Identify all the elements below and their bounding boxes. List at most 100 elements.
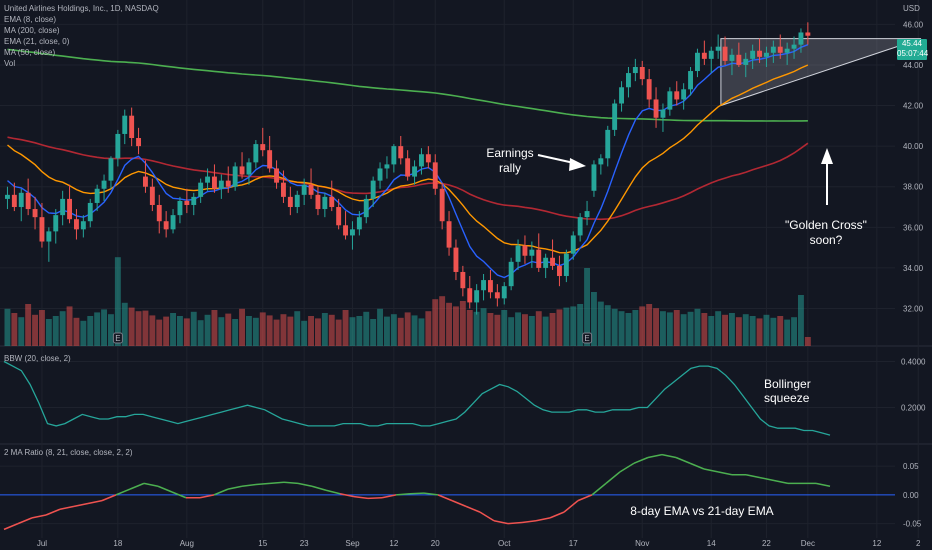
candle-body — [777, 46, 783, 53]
bbw-tick-label: 0.4000 — [901, 358, 926, 367]
price-tick-label: 38.00 — [903, 183, 924, 192]
volume-bar — [397, 317, 404, 346]
candle-body — [391, 146, 397, 165]
time-tick-label: Nov — [635, 539, 649, 548]
volume-bar — [101, 309, 107, 346]
ratio-segment — [703, 468, 719, 473]
candle-body — [239, 166, 245, 175]
candle-body — [232, 166, 238, 187]
volume-bar — [59, 311, 66, 346]
volume-bar — [246, 316, 252, 346]
volume-bar — [370, 319, 377, 346]
ema21-line — [7, 64, 809, 254]
ratio-segment — [199, 494, 215, 499]
legend-ema8[interactable]: EMA (8, close) — [4, 15, 57, 24]
volume-bar — [535, 311, 542, 346]
volume-bar — [197, 320, 204, 346]
ratio-segment — [591, 482, 607, 496]
legend-volume[interactable]: Vol — [4, 59, 16, 68]
candle-body — [729, 54, 735, 61]
candle-body — [32, 209, 38, 218]
ratio-segment — [87, 499, 103, 505]
candle-body — [412, 166, 417, 177]
candle-body — [432, 162, 438, 189]
candle-body — [94, 188, 100, 203]
volume-bar — [632, 310, 639, 346]
volume-bar — [390, 314, 397, 346]
ratio-pane-label[interactable]: 2 MA Ratio (8, 21, close, close, 2, 2) — [4, 448, 133, 457]
bbw-pane-label[interactable]: BBW (20, close, 2) — [4, 354, 71, 363]
ratio-segment — [493, 520, 509, 525]
ratio-segment — [3, 522, 19, 531]
ratio-segment — [507, 521, 523, 525]
volume-bar — [487, 313, 494, 346]
volume-bar — [563, 307, 570, 346]
ratio-segment — [773, 479, 789, 485]
ratio-segment — [269, 481, 285, 485]
candle-body — [274, 168, 279, 183]
volume-bar — [494, 314, 501, 346]
candle-body — [757, 50, 762, 57]
ratio-segment — [241, 483, 257, 487]
volume-bar — [570, 306, 577, 346]
candle-body — [377, 168, 383, 181]
price-tick-label: 44.00 — [903, 61, 924, 70]
volume-bar — [163, 316, 170, 346]
annotation-bollinger-line2: squeeze — [764, 391, 810, 405]
time-tick-label: 2 — [916, 539, 921, 548]
ratio-segment — [437, 494, 453, 502]
candle-body — [626, 73, 631, 88]
candle-body — [149, 186, 155, 205]
time-tick-label: Aug — [180, 539, 194, 548]
volume-bar — [280, 314, 287, 346]
candle-body — [798, 32, 804, 45]
ma-ratio-indicator — [0, 453, 895, 531]
bar-countdown: 05:07:44 — [897, 49, 929, 58]
candle-body — [632, 66, 638, 74]
volume-bar — [549, 313, 556, 346]
candle-body — [543, 257, 549, 268]
legend-ema21[interactable]: EMA (21, close, 0) — [4, 37, 70, 46]
candle-body — [67, 198, 72, 220]
price-tick-label: 32.00 — [903, 304, 924, 313]
last-price-badge: 45.44 05:07:44 — [897, 39, 929, 60]
bbw-indicator — [3, 360, 831, 436]
candle-body — [177, 200, 183, 216]
volume-bar — [646, 304, 653, 346]
volume-bar — [639, 306, 646, 346]
volume-bar — [39, 310, 45, 346]
volume-bar — [204, 314, 211, 346]
volume-bar — [4, 308, 11, 346]
volume-bar — [453, 306, 459, 346]
volume-bar — [522, 314, 528, 346]
triangle-shape — [720, 38, 922, 107]
candle-body — [39, 217, 45, 242]
volume-bar — [252, 317, 259, 346]
candle-body — [646, 79, 652, 100]
volume-bar — [446, 302, 452, 346]
legend-ma200[interactable]: MA (200, close) — [4, 26, 60, 35]
earnings-marker-label: E — [115, 334, 120, 343]
volume-bar — [501, 310, 508, 346]
candle-body — [667, 91, 673, 110]
volume-bar — [32, 314, 38, 346]
volume-bar — [335, 319, 342, 346]
candle-body — [591, 164, 597, 191]
candle-body — [460, 271, 466, 289]
ratio-segment — [367, 497, 383, 500]
volume-bar — [729, 313, 735, 346]
candle-body — [108, 158, 114, 181]
legend-symbol-title[interactable]: United Airlines Holdings, Inc., 1D, NASD… — [4, 4, 159, 13]
legend-ma50[interactable]: MA (50, close) — [4, 48, 56, 57]
candle-body — [446, 221, 452, 248]
candle-body — [488, 280, 493, 293]
candle-body — [439, 188, 445, 222]
volume-bar — [52, 316, 59, 346]
earnings-arrow-shaft — [537, 154, 575, 164]
candle-body — [60, 198, 66, 216]
candle-body — [557, 265, 562, 277]
candle-body — [660, 109, 666, 118]
candle-body — [53, 215, 59, 232]
candle-body — [743, 58, 749, 65]
volume-bar — [177, 316, 183, 346]
